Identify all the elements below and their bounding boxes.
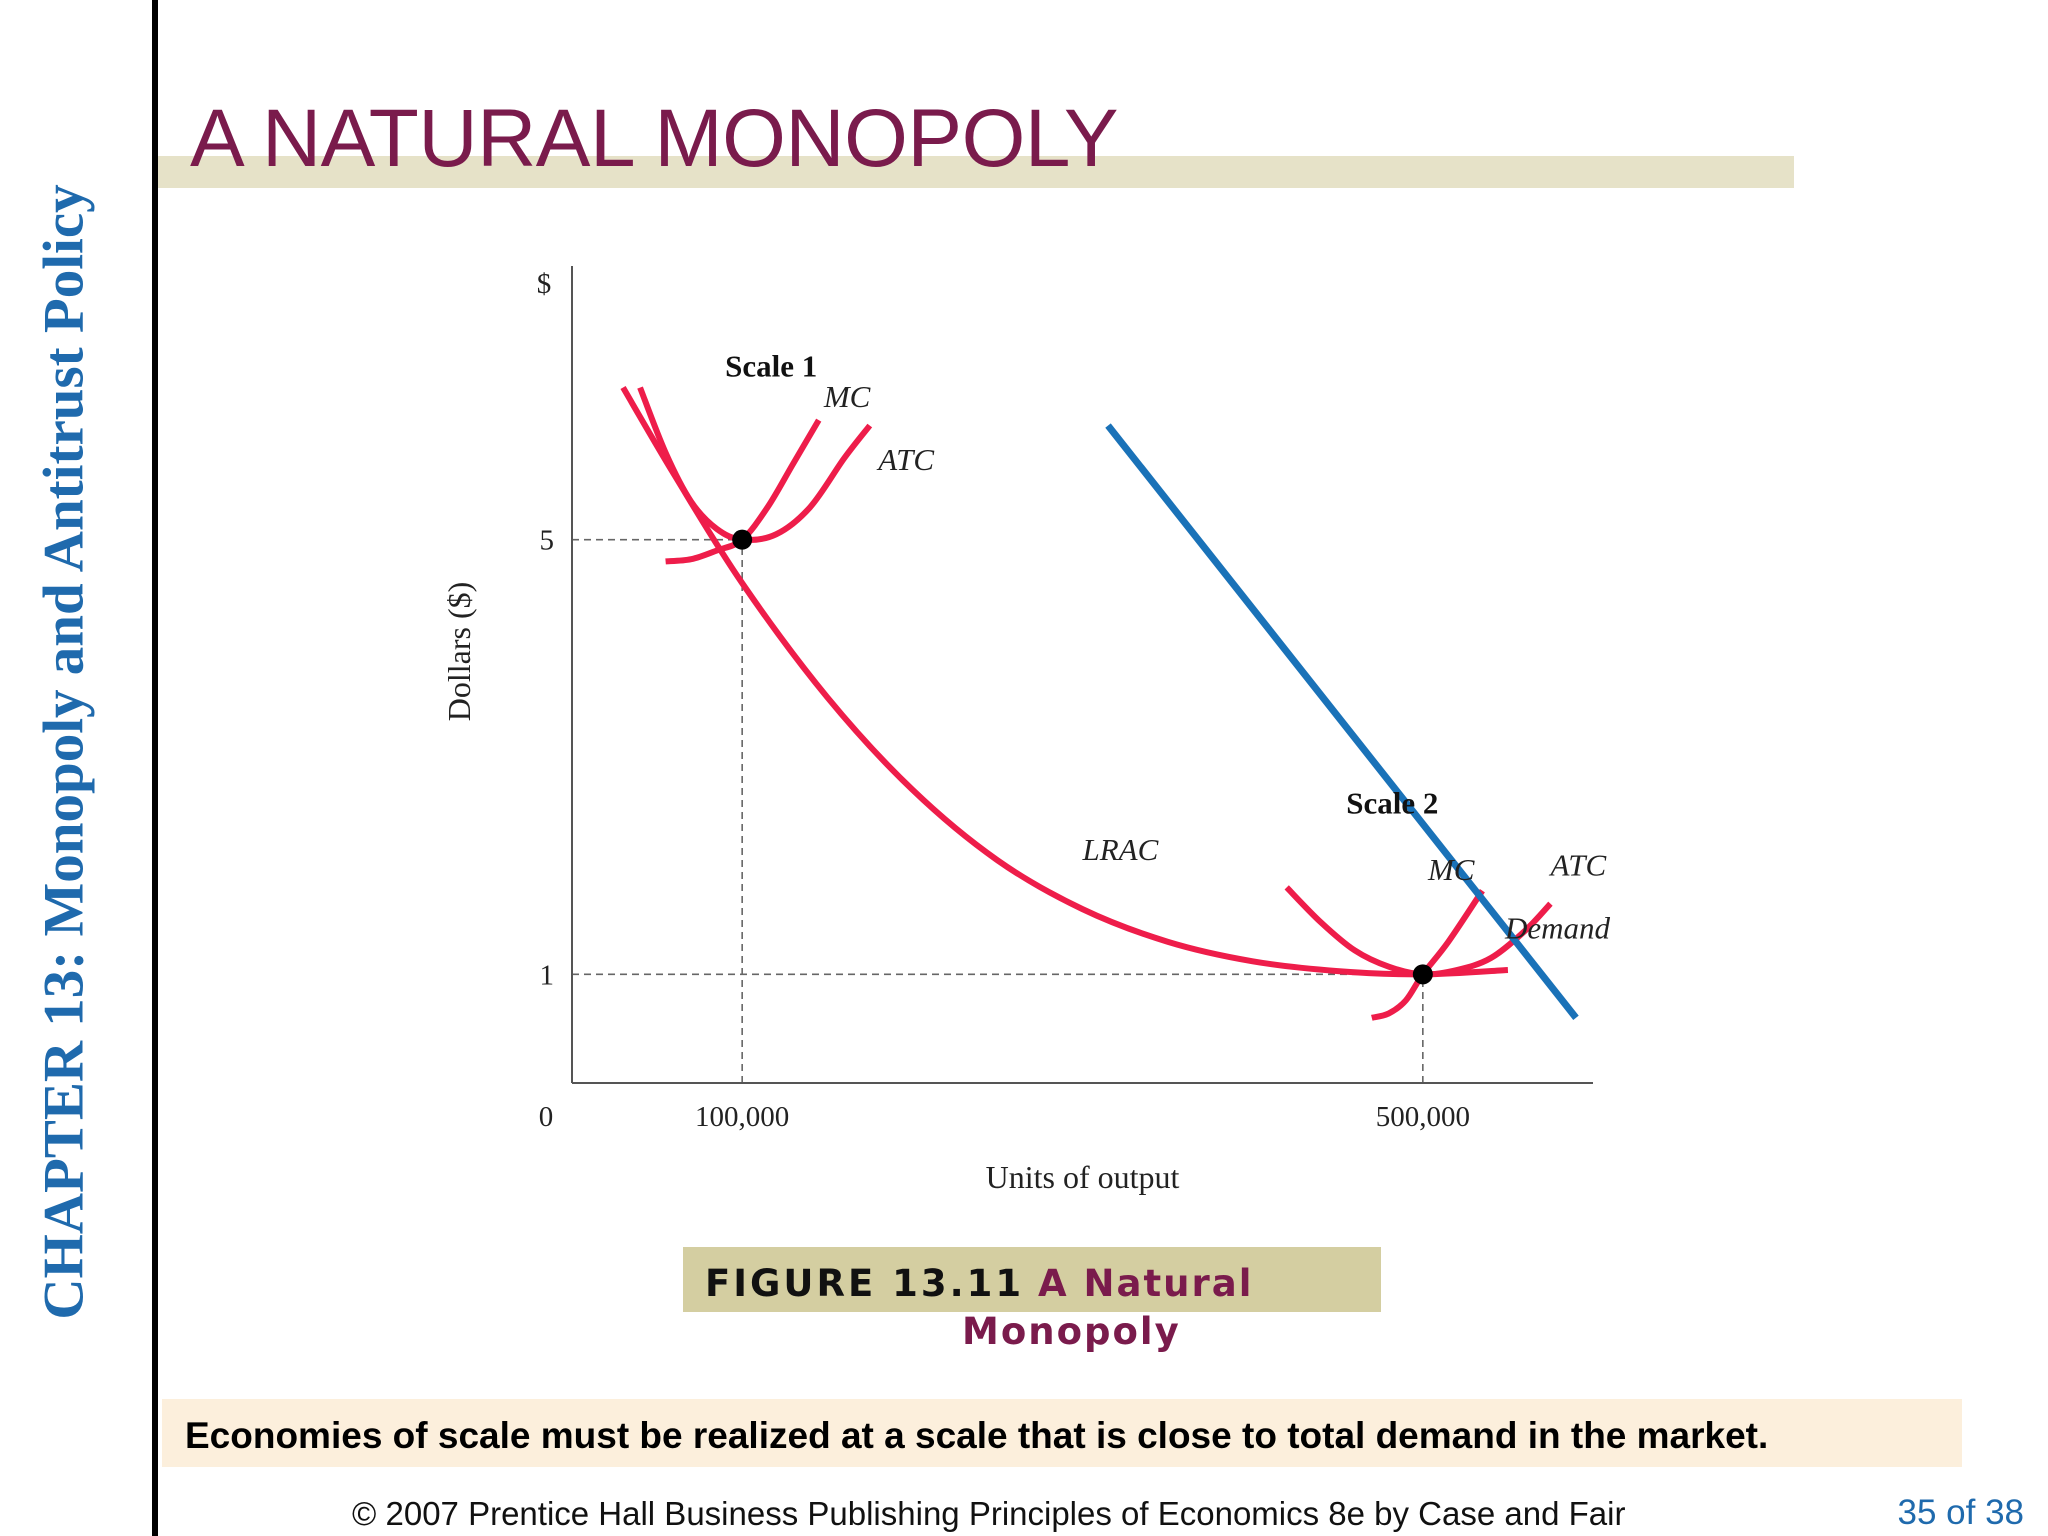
x-tick-label: 0 [539,1101,554,1133]
annotation-scale-2: Scale 2 [1346,786,1438,821]
annotation-scale-1: Scale 1 [725,349,817,384]
scale-2-mc-curve [1371,888,1485,1021]
y-tick-label: 1 [540,959,555,991]
figure-title-line2: Monopoly [962,1310,1181,1353]
annotation-atc: ATC [1548,847,1606,882]
annotation-mc: MC [823,379,871,414]
annotation-mc: MC [1427,852,1475,887]
demand-curve [1105,423,1579,1020]
title-underline-band [158,156,1794,188]
annotation-demand: Demand [1504,910,1611,945]
figure-caption-box [683,1247,1381,1312]
marked-point-1 [732,529,753,550]
labels: 0 100,000 500,000 5 1 $ Units of output Dollars… [441,268,1611,1195]
axes [571,266,1593,1084]
x-tick-label: 100,000 [695,1101,789,1133]
curves [620,386,1579,1021]
annotation-atc: ATC [876,442,934,477]
caption-band [162,1399,1962,1467]
x-tick-label: 500,000 [1376,1101,1470,1133]
footer-copyright: © 2007 Prentice Hall Business Publishing… [352,1495,1626,1532]
figure-number: FIGURE 13.11 [705,1262,1025,1305]
page-number: 35 of 38 [1897,1493,2025,1532]
annotation-lrac: LRAC [1082,832,1159,867]
figure-title-line1: A Natural [1038,1262,1254,1305]
lrac-curve [620,386,1509,978]
marked-point-2 [1412,964,1433,985]
vertical-divider [152,0,158,1536]
y-unit-label: $ [537,268,552,300]
reference-lines [572,538,1424,1083]
y-axis-title: Dollars ($) [441,582,477,722]
slide-caption: Economies of scale must be realized at a… [185,1415,1769,1456]
y-tick-label: 5 [540,525,555,557]
slide-title: A NATURAL MONOPOLY [190,93,1119,184]
x-axis-title: Units of output [986,1159,1180,1195]
